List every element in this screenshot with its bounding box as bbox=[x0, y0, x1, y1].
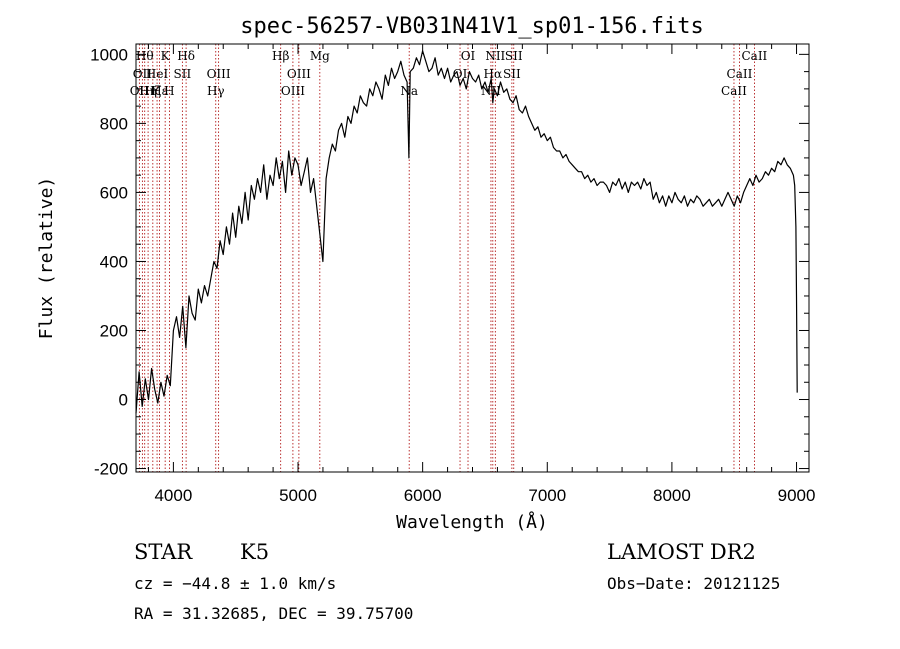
redshift-readout: cz = −44.8 ± 1.0 km/s bbox=[134, 574, 336, 593]
y-tick-label-800: 800 bbox=[100, 114, 128, 133]
y-tick-label-400: 400 bbox=[100, 252, 128, 271]
line-marker-label-14: OIII bbox=[281, 84, 305, 98]
y-tick-label-1000: 1000 bbox=[90, 45, 128, 64]
line-marker-label-9: SII bbox=[174, 67, 192, 81]
line-marker-label-25: CaII bbox=[721, 84, 747, 98]
y-tick-label-200: 200 bbox=[100, 321, 128, 340]
x-tick-label-7000: 7000 bbox=[528, 486, 566, 505]
line-marker-label-15: OIII bbox=[287, 67, 311, 81]
line-marker-label-20: NII bbox=[481, 84, 501, 98]
line-marker-label-11: Hγ bbox=[207, 84, 225, 98]
line-marker-label-18: OI bbox=[453, 67, 468, 81]
y-axis-ticks: -200 0 200 400 600 800 1000 bbox=[90, 45, 809, 479]
line-marker-label-16: Mg bbox=[310, 49, 330, 63]
object-class: STAR bbox=[134, 540, 193, 564]
coordinates-readout: RA = 31.32685, DEC = 39.75700 bbox=[134, 604, 413, 623]
plot-frame bbox=[135, 43, 810, 473]
line-marker-label-10: Hδ bbox=[177, 49, 195, 63]
series-line-flux bbox=[135, 50, 798, 414]
survey-name: LAMOST DR2 bbox=[607, 540, 756, 564]
line-marker-label-26: CaII bbox=[727, 67, 753, 81]
x-tick-label-8000: 8000 bbox=[653, 486, 691, 505]
x-tick-label-4000: 4000 bbox=[154, 486, 192, 505]
line-marker-label-13: Hβ bbox=[272, 49, 289, 63]
line-marker-label-3: Hη bbox=[139, 84, 157, 98]
x-axis-ticks: 4000 5000 6000 7000 8000 9000 bbox=[147, 44, 816, 505]
y-axis-label: Flux (relative) bbox=[36, 177, 57, 340]
spectral-line-markers bbox=[138, 44, 755, 472]
line-marker-label-2: Hθ bbox=[136, 49, 154, 63]
spectral-line-labels: OIIOIIHθHηHζHeIHεKHSIIHδHγOIIIHβOIIIOIII… bbox=[130, 49, 768, 98]
x-tick-label-5000: 5000 bbox=[279, 486, 317, 505]
line-marker-label-24: SII bbox=[505, 49, 523, 63]
line-marker-label-0: OII bbox=[130, 84, 150, 98]
x-axis-label: Wavelength (Å) bbox=[396, 511, 548, 533]
line-marker-label-12: OIII bbox=[207, 67, 231, 81]
line-marker-label-1: OII bbox=[133, 67, 153, 81]
observation-date: Obs−Date: 20121125 bbox=[607, 574, 780, 593]
y-tick-label--200: -200 bbox=[94, 460, 128, 479]
y-tick-label-0: 0 bbox=[119, 391, 128, 410]
y-tick-label-600: 600 bbox=[100, 183, 128, 202]
line-marker-label-27: CaII bbox=[741, 49, 767, 63]
x-tick-label-9000: 9000 bbox=[778, 486, 816, 505]
line-marker-label-8: H bbox=[164, 84, 174, 98]
object-subclass: K5 bbox=[240, 540, 269, 564]
line-marker-label-17: Na bbox=[400, 84, 418, 98]
line-marker-label-22: NII bbox=[485, 49, 505, 63]
line-marker-label-6: Hε bbox=[151, 84, 168, 98]
line-marker-label-19: OI bbox=[461, 49, 476, 63]
x-tick-label-6000: 6000 bbox=[404, 486, 442, 505]
line-marker-label-5: HeI bbox=[146, 67, 169, 81]
line-marker-label-23: SII bbox=[503, 67, 521, 81]
line-marker-label-21: Hα bbox=[484, 67, 503, 81]
flux-series bbox=[135, 50, 798, 414]
chart-title: spec-56257-VB031N41V1_sp01-156.fits bbox=[240, 14, 704, 39]
line-marker-label-7: K bbox=[161, 49, 171, 63]
line-marker-label-4: Hζ bbox=[144, 84, 161, 98]
